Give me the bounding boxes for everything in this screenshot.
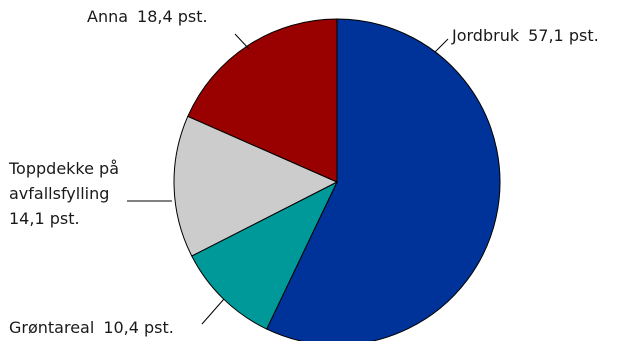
grontareal-label: Grøntareal 10,4 pst. xyxy=(9,318,174,337)
jordbruk-leader-line xyxy=(434,38,449,53)
grontareal-label-name: Grøntareal xyxy=(9,318,94,337)
jordbruk-label: Jordbruk 57,1 pst. xyxy=(451,26,599,45)
toppdekke-label-line-1: Toppdekke på xyxy=(8,159,119,178)
anna-leader-line xyxy=(234,33,250,50)
pie-labels: Jordbruk 57,1 pst. Anna 18,4 pst. Toppdekk… xyxy=(8,7,599,337)
toppdekke-label-line-2: avfallsfylling xyxy=(9,184,109,203)
jordbruk-label-name: Jordbruk xyxy=(451,26,520,45)
jordbruk-label-value: 57,1 pst. xyxy=(528,26,599,45)
grontareal-label-value: 10,4 pst. xyxy=(103,318,174,337)
toppdekke-label-value: 14,1 pst. xyxy=(9,209,80,228)
anna-label: Anna 18,4 pst. xyxy=(87,7,208,26)
pie-slice-toppdekke xyxy=(173,115,339,257)
pie-slices xyxy=(173,18,501,341)
toppdekke-label: Toppdekke på avfallsfylling 14,1 pst. xyxy=(8,159,124,228)
anna-label-name: Anna xyxy=(87,7,128,26)
grontareal-leader-line xyxy=(201,298,225,325)
pie-slice-anna xyxy=(187,18,338,183)
anna-label-value: 18,4 pst. xyxy=(137,7,208,26)
pie-slice-jordbruk xyxy=(266,18,501,341)
pie-slice-grontareal xyxy=(191,180,339,330)
